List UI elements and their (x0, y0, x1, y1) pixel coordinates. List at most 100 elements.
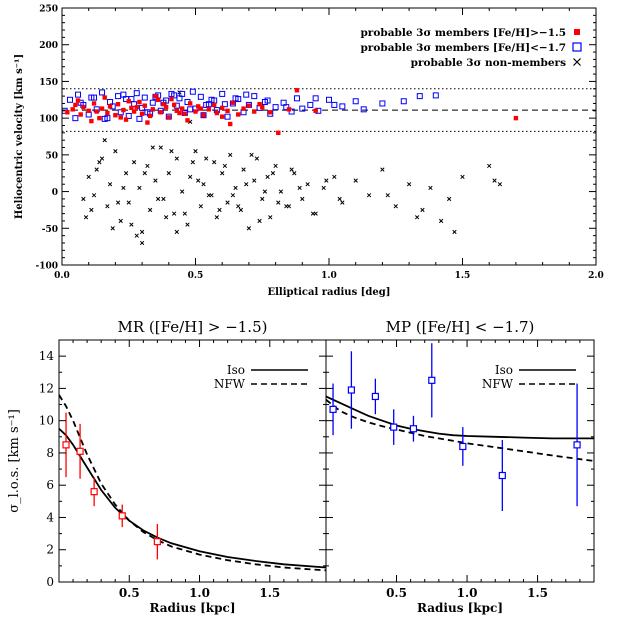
metal-poor-point (117, 109, 124, 116)
nonmember-point (182, 211, 187, 216)
nonmember-point (97, 160, 102, 165)
metal-rich-point (121, 107, 126, 113)
metal-rich-point (142, 103, 147, 108)
nonmember-point (147, 207, 153, 213)
y-tick-label: 100 (39, 115, 58, 125)
metal-rich-point (78, 112, 83, 117)
metal-rich-point (86, 108, 91, 113)
data-point (62, 441, 70, 449)
metal-rich-point (131, 109, 137, 114)
velocity-dispersion-mr-plot: 0 2 4 6 8 10 12 14 0.5 1.0 1.5 MR ([Fe/H] > −1.5) Ra… (7, 318, 327, 615)
metal-rich-point (211, 102, 217, 108)
nonmember-point (196, 178, 201, 183)
x-tick-label: 0.5 (188, 271, 204, 281)
nonmember-point (201, 182, 206, 187)
nonmember-point (414, 215, 420, 220)
nonmember-point (131, 160, 137, 165)
data-point (390, 423, 398, 431)
metal-rich-point (257, 101, 262, 107)
nonmember-point (241, 167, 246, 172)
data-point (76, 447, 84, 455)
metal-poor-point (133, 90, 140, 97)
y-tick-label: 6 (46, 478, 54, 492)
nonmember-point (198, 204, 203, 209)
metal-poor-point (219, 90, 226, 97)
metal-poor-point (416, 93, 423, 100)
nonmember-point (115, 200, 121, 205)
nonmember-point (393, 204, 398, 209)
metal-poor-point (203, 101, 210, 108)
metal-rich-point (158, 110, 163, 115)
nonmember-point (190, 160, 195, 165)
metal-rich-point (241, 106, 246, 111)
nonmember-point (217, 207, 222, 213)
nonmember-point (155, 196, 161, 202)
nonmember-point (193, 149, 198, 154)
metal-poor-point (120, 91, 127, 98)
metal-rich-point (206, 107, 212, 112)
nonmember-point (171, 211, 177, 216)
metal-rich-point (105, 110, 110, 116)
metal-poor-point (136, 115, 143, 122)
x-axis-label: Elliptical radius [deg] (267, 287, 390, 298)
nonmember-point (204, 156, 209, 161)
metal-rich-point (99, 106, 105, 111)
metal-rich-point (89, 118, 94, 124)
nonmember-point (166, 171, 171, 176)
metal-rich-point (198, 106, 204, 111)
nonmember-point (497, 182, 503, 187)
metal-rich-point (286, 107, 292, 112)
nonmember-point (94, 167, 99, 172)
metal-poor-point (400, 98, 407, 105)
metal-rich-point (145, 120, 150, 125)
y-tick-label: -100 (35, 262, 58, 272)
metal-poor-point (197, 93, 204, 100)
panel-title: MP ([Fe/H] < −1.7) (386, 318, 535, 336)
data-point (371, 392, 379, 401)
plot-area (326, 343, 594, 512)
metal-rich-point (113, 113, 118, 118)
nonmember-point (107, 182, 113, 187)
y-tick-label: 14 (39, 349, 55, 363)
metal-poor-point (221, 101, 228, 108)
nonmember-point (134, 233, 139, 238)
metal-rich-point (174, 108, 180, 113)
metal-rich-point (129, 105, 134, 111)
metal-poor-point (104, 115, 111, 122)
panel-title: MR ([Fe/H] > −1.5) (118, 318, 268, 336)
nonmember-point (276, 200, 281, 205)
x-tick-label: 1.5 (259, 586, 280, 600)
metal-poor-point (243, 91, 250, 98)
velocity-radius-plot: -100 -50 0 50 100 150 200 250 0.0 0.5 1.0 1.5 2.0 Ell… (14, 5, 604, 299)
metal-poor-point (232, 95, 239, 102)
legend-marker (574, 29, 580, 35)
metal-rich-point (236, 112, 241, 117)
nfw-model-line (59, 394, 326, 572)
metal-rich-point (155, 97, 161, 102)
metal-rich-point (179, 106, 185, 111)
nonmember-point (179, 189, 185, 194)
metal-poor-point (77, 99, 84, 106)
metal-poor-point (179, 90, 186, 97)
metal-rich-point (139, 111, 145, 116)
data-point (409, 425, 418, 433)
metal-rich-point (195, 104, 201, 109)
metal-poor-point (299, 105, 306, 112)
metal-rich-point (294, 88, 300, 93)
nonmember-point (487, 163, 492, 169)
metal-poor-point (288, 108, 295, 115)
nonmember-point (446, 196, 452, 202)
metal-poor-point (141, 94, 148, 101)
data-point (90, 488, 98, 496)
metal-rich-point (276, 130, 281, 136)
nonmember-point (153, 178, 158, 183)
nonmember-point (337, 196, 342, 202)
metal-rich-point (137, 99, 142, 105)
y-tick-label: 8 (46, 446, 54, 460)
nonmember-point (236, 204, 241, 209)
metal-rich-point (214, 110, 220, 116)
x-tick-label: 1.5 (527, 586, 548, 600)
nonmember-point (230, 193, 236, 198)
legend-label: probable 3σ non-members (411, 57, 566, 69)
metal-rich-point (268, 110, 273, 115)
